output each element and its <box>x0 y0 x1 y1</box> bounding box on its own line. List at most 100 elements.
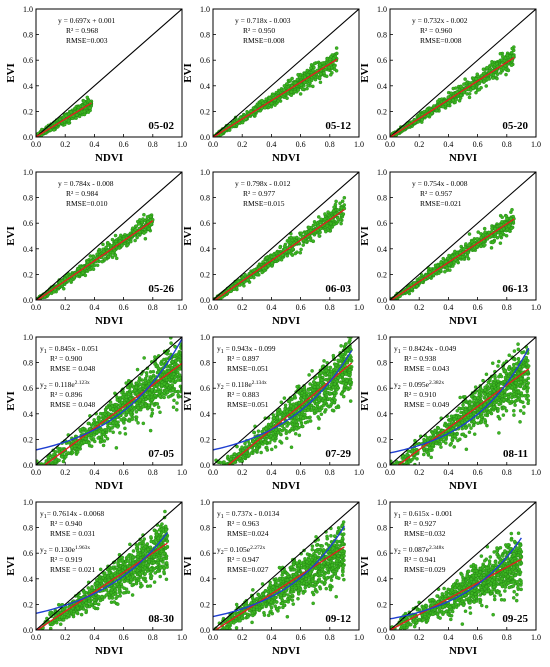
data-point <box>462 90 466 95</box>
data-point <box>133 228 138 232</box>
data-point <box>138 218 142 222</box>
x-tick-label: 0.0 <box>385 140 395 149</box>
rmse: RMSE=0.003 <box>66 36 108 45</box>
data-point <box>506 68 511 73</box>
y-tick-label: 0.8 <box>200 31 210 40</box>
x-tick-label: 0.2 <box>414 140 424 149</box>
data-point <box>260 98 264 103</box>
data-point <box>318 220 323 225</box>
data-point <box>289 235 293 240</box>
y-tick-label: 0.2 <box>377 270 387 279</box>
data-point <box>467 243 472 247</box>
data-point <box>451 98 455 103</box>
data-point <box>176 393 180 397</box>
data-point <box>135 401 139 405</box>
data-point <box>141 404 145 409</box>
data-point <box>172 398 176 403</box>
data-point <box>145 374 149 378</box>
scatter-panel-07-05: 0.00.00.20.20.40.40.60.60.80.81.01.0NDVI… <box>5 333 187 492</box>
rmse: RMSE=0.008 <box>420 36 462 45</box>
data-point <box>179 351 182 355</box>
data-point <box>318 72 323 76</box>
x-tick-label: 0.4 <box>89 303 99 312</box>
data-point <box>336 219 340 224</box>
data-point <box>167 377 172 382</box>
data-point <box>83 273 88 278</box>
data-point <box>91 255 96 259</box>
data-point <box>142 231 146 235</box>
data-point <box>175 370 180 375</box>
x-tick-label: 0.6 <box>473 303 483 312</box>
data-point <box>289 90 294 94</box>
data-point <box>282 88 286 92</box>
data-point <box>484 84 489 88</box>
data-point <box>146 227 151 231</box>
data-point <box>134 410 139 414</box>
panel-date-label: 05-26 <box>148 283 174 295</box>
y-tick-label: 0.4 <box>23 82 33 91</box>
rmse: RMSE=0.021 <box>420 199 462 208</box>
y-tick-label: 1.0 <box>23 168 33 177</box>
data-point <box>138 397 143 402</box>
data-point <box>482 79 487 84</box>
data-point <box>475 244 479 249</box>
data-point <box>111 407 115 411</box>
data-point <box>511 54 516 58</box>
plot-frame <box>35 8 183 138</box>
data-point <box>300 87 305 92</box>
data-point <box>266 264 271 268</box>
scatter-panel-05-20: 0.00.00.20.20.40.40.60.60.80.81.01.0NDVI… <box>359 5 541 164</box>
fit-equation: y = 0.697x + 0.001 <box>58 16 115 25</box>
data-point <box>326 210 330 214</box>
x-tick-label: 0.8 <box>148 303 158 312</box>
one-to-one-line <box>36 172 182 300</box>
data-point <box>338 201 342 205</box>
x-tick-label: 0.0 <box>31 303 41 312</box>
plot-area <box>36 172 182 300</box>
y-tick-label: 1.0 <box>200 5 210 14</box>
data-point <box>110 237 115 242</box>
data-point <box>179 346 182 350</box>
data-point <box>78 428 82 432</box>
data-point <box>334 199 338 204</box>
data-point <box>63 454 68 459</box>
x-tick-label: 0.4 <box>266 140 276 149</box>
y-tick-label: 0.0 <box>200 133 210 142</box>
x-tick-label: 0.8 <box>325 303 335 312</box>
plot-area <box>390 172 536 300</box>
data-point <box>126 378 131 383</box>
plot-frame <box>212 171 360 301</box>
plot-frame <box>212 8 360 138</box>
data-point <box>481 71 486 76</box>
x-tick-label: 1.0 <box>177 140 187 149</box>
data-point <box>136 222 141 226</box>
data-point <box>104 245 108 250</box>
data-point <box>153 389 157 394</box>
data-point <box>153 362 157 366</box>
x-tick-label: 0.8 <box>148 140 158 149</box>
rmse: RMSE=0.010 <box>66 199 108 208</box>
x-axis-title: NDVI <box>95 315 123 327</box>
y-tick-label: 0.4 <box>377 82 387 91</box>
data-point <box>171 388 175 392</box>
data-point <box>293 81 298 85</box>
data-point <box>481 67 486 72</box>
data-point <box>299 247 303 252</box>
data-point <box>151 369 156 374</box>
data-point <box>113 253 118 258</box>
data-point <box>334 46 339 50</box>
data-point <box>134 381 139 386</box>
data-point <box>64 113 68 118</box>
data-point <box>451 86 456 91</box>
data-point <box>288 78 292 83</box>
data-point <box>111 430 115 435</box>
data-point <box>459 84 463 89</box>
data-point <box>457 98 462 103</box>
data-point <box>466 250 470 255</box>
data-point <box>108 428 112 433</box>
data-point <box>150 407 155 412</box>
data-point <box>148 428 153 433</box>
data-point <box>177 373 182 377</box>
y-tick-label: 0.0 <box>377 133 387 142</box>
data-point <box>141 384 145 388</box>
